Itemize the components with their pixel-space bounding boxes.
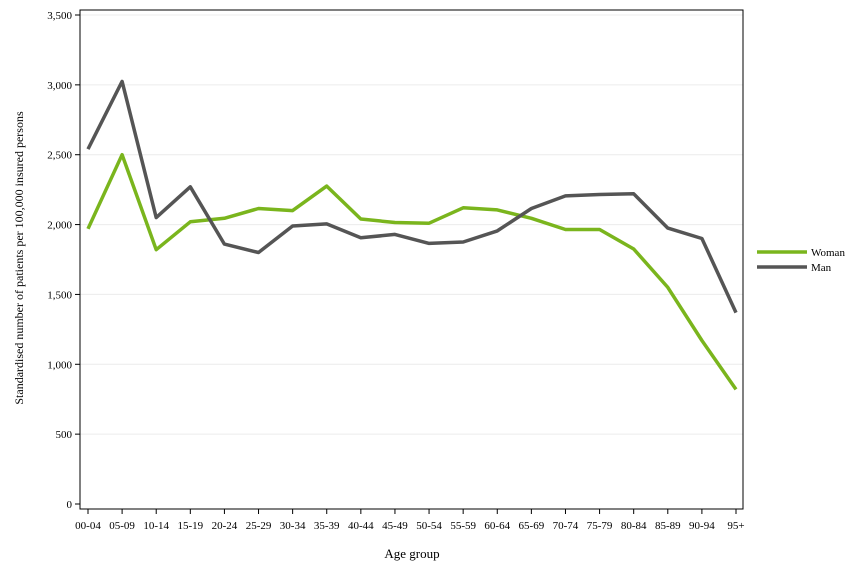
y-tick-label: 2,500 xyxy=(47,150,72,162)
x-tick-label: 90-94 xyxy=(689,520,715,532)
x-tick-label: 35-39 xyxy=(314,520,340,532)
legend: Woman Man xyxy=(757,247,845,274)
y-tick-label: 2,000 xyxy=(47,220,72,232)
legend-label-man: Man xyxy=(811,262,832,274)
y-tick-label: 0 xyxy=(67,499,73,511)
x-tick-label: 30-34 xyxy=(280,520,306,532)
y-tick-label: 500 xyxy=(56,429,73,441)
x-tick-label: 85-89 xyxy=(655,520,681,532)
x-axis: 00-04 05-09 10-14 15-19 20-24 25-29 30-34 35-39… xyxy=(75,509,745,532)
x-tick-label: 55-59 xyxy=(450,520,476,532)
x-axis-label: Age group xyxy=(384,546,439,561)
y-tick-label: 1,500 xyxy=(47,289,72,301)
y-tick-label: 3,500 xyxy=(47,10,72,22)
x-tick-label: 80-84 xyxy=(621,520,647,532)
series-line-man xyxy=(86,79,738,314)
y-axis-label: Standardised number of patients per 100,… xyxy=(12,111,26,405)
x-tick-label: 25-29 xyxy=(246,520,272,532)
y-tick-label: 1,000 xyxy=(47,359,72,371)
series-line-woman xyxy=(86,152,738,391)
x-tick-label: 15-19 xyxy=(177,520,203,532)
x-tick-label: 95+ xyxy=(727,520,744,532)
x-tick-label: 40-44 xyxy=(348,520,374,532)
y-axis: 0 500 1,000 1,500 2,000 2,500 3,000 3,500 xyxy=(47,10,80,511)
grid-lines xyxy=(80,14,743,435)
x-tick-label: 65-69 xyxy=(519,520,545,532)
x-tick-label: 05-09 xyxy=(109,520,135,532)
x-tick-label: 75-79 xyxy=(587,520,613,532)
plot-frame xyxy=(79,9,744,510)
x-tick-label: 50-54 xyxy=(416,520,442,532)
x-tick-label: 10-14 xyxy=(143,520,169,532)
series-lines xyxy=(86,79,738,391)
legend-label-woman: Woman xyxy=(811,247,845,259)
y-tick-label: 3,000 xyxy=(47,80,72,92)
x-tick-label: 45-49 xyxy=(382,520,408,532)
x-tick-label: 60-64 xyxy=(484,520,510,532)
x-tick-label: 70-74 xyxy=(553,520,579,532)
x-tick-label: 00-04 xyxy=(75,520,101,532)
x-tick-label: 20-24 xyxy=(212,520,238,532)
